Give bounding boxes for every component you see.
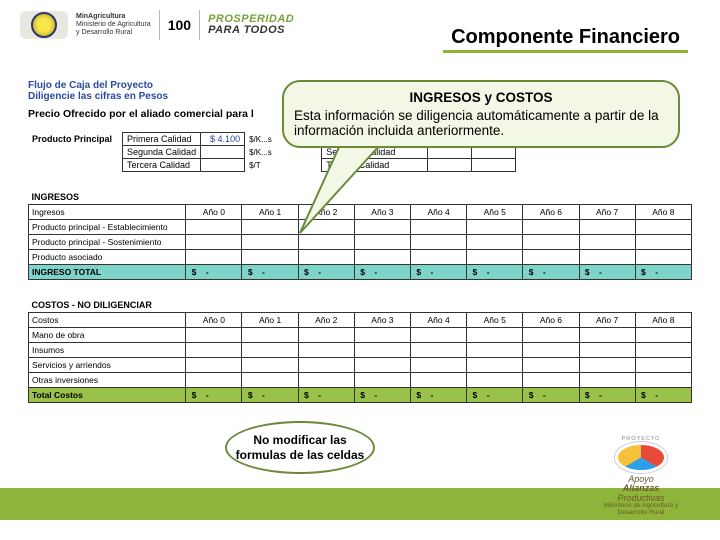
header: MinAgricultura Ministerio de Agricultura… — [0, 0, 720, 58]
tercera-valor — [201, 159, 245, 172]
ministry-name: MinAgricultura — [76, 13, 151, 21]
callout-title: INGRESOS y COSTOS — [294, 90, 668, 105]
producto-principal-label: Producto Principal — [28, 133, 123, 172]
logo-area: MinAgricultura Ministerio de Agricultura… — [20, 10, 294, 40]
total-costos-row: Total Costos $ - $ - $ - $ - $ - $ - $ -… — [29, 388, 692, 403]
prosp-bot: PARA TODOS — [208, 25, 294, 36]
footer-proyecto: PROYECTO — [622, 436, 661, 442]
alliance-icon — [615, 442, 667, 473]
segunda-calidad-label: Segunda Calidad — [123, 146, 201, 159]
yr1: Año 1 — [242, 205, 298, 220]
warning-note: No modificar las formulas de las celdas — [225, 421, 375, 474]
ingreso-total-row: INGRESO TOTAL $ - $ - $ - $ - $ - $ - $ … — [29, 265, 692, 280]
divider-icon — [159, 10, 160, 40]
yr4: Año 4 — [411, 205, 467, 220]
footer-logo-text: Apoyo Alianzas Productivas Ministerio de… — [596, 475, 686, 517]
yr8: Año 8 — [635, 205, 691, 220]
page-title: Componente Financiero — [443, 24, 688, 53]
table-row: Mano de obra — [29, 328, 692, 343]
yr6: Año 6 — [523, 205, 579, 220]
table-row: Producto asociado — [29, 250, 692, 265]
divider-icon — [199, 10, 200, 40]
table-row: Insumos — [29, 343, 692, 358]
ministry-text: MinAgricultura Ministerio de Agricultura… — [76, 13, 151, 36]
table-row: Servicios y arriendos — [29, 358, 692, 373]
callout-box: INGRESOS y COSTOS Esta información se di… — [282, 80, 680, 148]
table-row: Otras inversiones — [29, 373, 692, 388]
footer-logo: PROYECTO Apoyo Alianzas Productivas Mini… — [596, 442, 686, 516]
yr5: Año 5 — [467, 205, 523, 220]
yr7: Año 7 — [579, 205, 635, 220]
tercera-calidad-label: Tercera Calidad — [123, 159, 201, 172]
hundred-years: 100 — [168, 17, 191, 33]
callout-body: Esta información se diligencia automátic… — [294, 108, 668, 138]
sk-unit2: $/K...s — [245, 146, 282, 159]
costos-section-label: COSTOS - NO DILIGENCIAR — [29, 292, 692, 313]
costos-table: COSTOS - NO DILIGENCIAR Costos Año 0 Año… — [28, 292, 692, 403]
primera-valor: $ 4.100 — [201, 133, 245, 146]
segunda-valor — [201, 146, 245, 159]
gov-shield-icon — [20, 11, 68, 39]
costos-col0: Costos — [29, 313, 186, 328]
sk-unit: $/K...s — [245, 133, 282, 146]
yr0: Año 0 — [186, 205, 242, 220]
ministry-sub2: y Desarrollo Rural — [76, 29, 151, 37]
costos-header-row: Costos Año 0 Año 1 Año 2 Año 3 Año 4 Año… — [29, 313, 692, 328]
table-row: Producto principal - Sostenimiento — [29, 235, 692, 250]
prosperidad-logo: PROSPERIDAD PARA TODOS — [208, 14, 294, 36]
ministry-sub1: Ministerio de Agricultura — [76, 21, 151, 29]
ingresos-col0: Ingresos — [29, 205, 186, 220]
tercera2-val — [427, 159, 471, 172]
primera-calidad-label: Primera Calidad — [123, 133, 201, 146]
st-unit: $/T — [245, 159, 282, 172]
tercera2-val-extra — [471, 159, 515, 172]
